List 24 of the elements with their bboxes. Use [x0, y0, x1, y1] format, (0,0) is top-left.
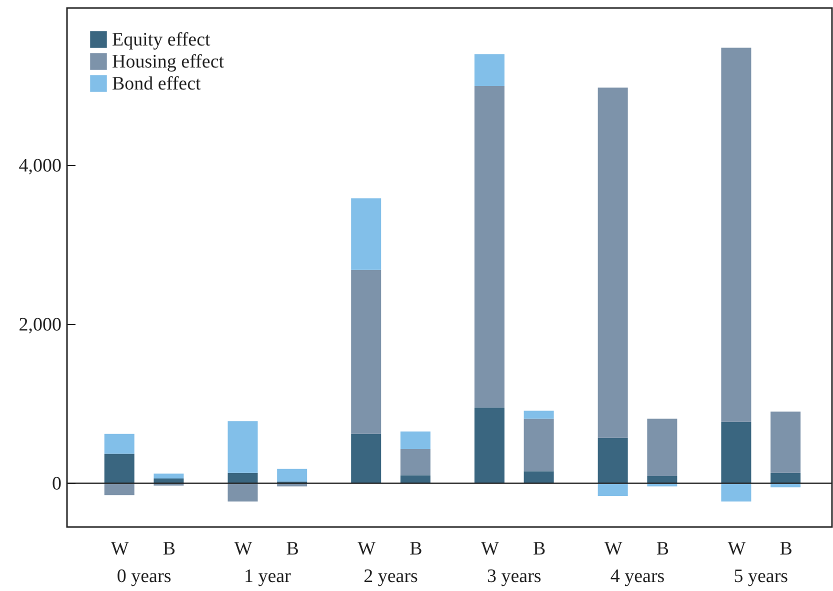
text: 5 years	[734, 566, 788, 587]
x-tick-label: W	[110, 538, 129, 560]
x-tick-label: W	[234, 538, 252, 560]
text: 4 years	[610, 566, 665, 587]
x-tick-label: B	[780, 538, 792, 560]
x-tick-label: B	[656, 538, 670, 560]
x-tick-label: W	[358, 538, 376, 560]
legend-label: Bond effect	[112, 74, 202, 94]
text: 0 years	[116, 566, 172, 587]
legend-label: Equity effect	[112, 30, 212, 50]
legend-label: Housing effect	[112, 52, 225, 72]
x-tick-label: B	[410, 538, 422, 560]
text: 2 years	[364, 566, 418, 587]
x-tick-label: B	[162, 538, 176, 560]
y-tick-label: 2,000	[18, 314, 62, 336]
x-tick-label: W	[481, 538, 499, 560]
y-tick-label: 4,000	[18, 155, 62, 176]
y-tick-label: 0	[52, 474, 62, 495]
x-tick-label: B	[286, 538, 299, 560]
text: 1 year	[244, 566, 292, 587]
x-tick-label: B	[532, 538, 546, 560]
text: 3 years	[486, 566, 542, 587]
x-tick-label: W	[728, 538, 746, 560]
x-tick-label: W	[604, 538, 622, 560]
